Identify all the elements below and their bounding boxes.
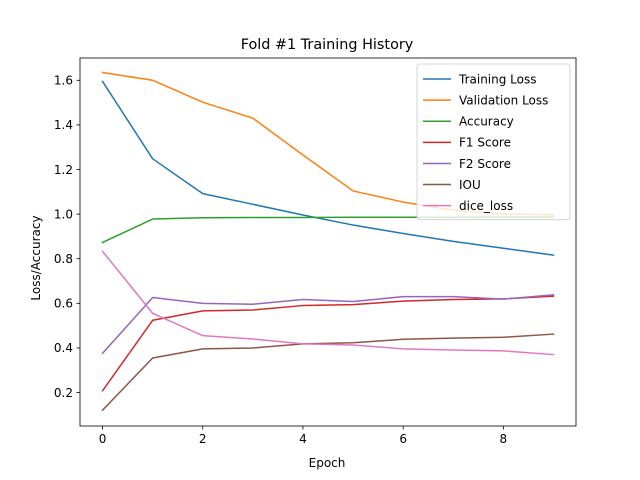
legend-label: IOU: [459, 178, 481, 192]
legend-label: Accuracy: [459, 115, 514, 129]
series-line-5: [101, 333, 555, 412]
x-tick-label: 4: [299, 432, 307, 446]
y-tick-label: 0.4: [54, 341, 73, 355]
x-tick-label: 0: [99, 432, 107, 446]
y-tick-label: 1.6: [54, 74, 73, 88]
y-tick-label: 1.2: [54, 163, 73, 177]
legend-box: [416, 63, 571, 221]
y-tick-label: 0.2: [54, 386, 73, 400]
legend-label: Validation Loss: [459, 93, 548, 107]
series-line-3: [101, 295, 555, 392]
chart-title: Fold #1 Training History: [241, 37, 414, 53]
legend: Training Loss Validation Loss Accuracy F1 S…: [416, 63, 571, 221]
legend-label: dice_loss: [459, 199, 513, 213]
x-tick-label: 6: [399, 432, 407, 446]
y-tick-label: 1.0: [54, 207, 73, 221]
x-tick-label: 8: [500, 432, 508, 446]
x-tick-label: 2: [199, 432, 207, 446]
axes-frame: [79, 57, 577, 427]
plot-area: 0 2 4 6 8 0.2 0.4 0.6 0.8 1.0 1.2 1.4 1.6: [54, 57, 577, 446]
y-tick-label: 1.4: [54, 118, 73, 132]
y-axis-label: Loss/Accuracy: [29, 215, 43, 300]
legend-label: Training Loss: [458, 72, 536, 86]
x-axis-label: Epoch: [309, 456, 346, 470]
series-line-6: [101, 250, 555, 356]
legend-label: F2 Score: [459, 157, 511, 171]
y-tick-label: 0.6: [54, 297, 73, 311]
legend-label: F1 Score: [459, 136, 511, 150]
series-line-0: [101, 80, 555, 257]
series-line-4: [101, 294, 555, 355]
y-tick-label: 0.8: [54, 252, 73, 266]
